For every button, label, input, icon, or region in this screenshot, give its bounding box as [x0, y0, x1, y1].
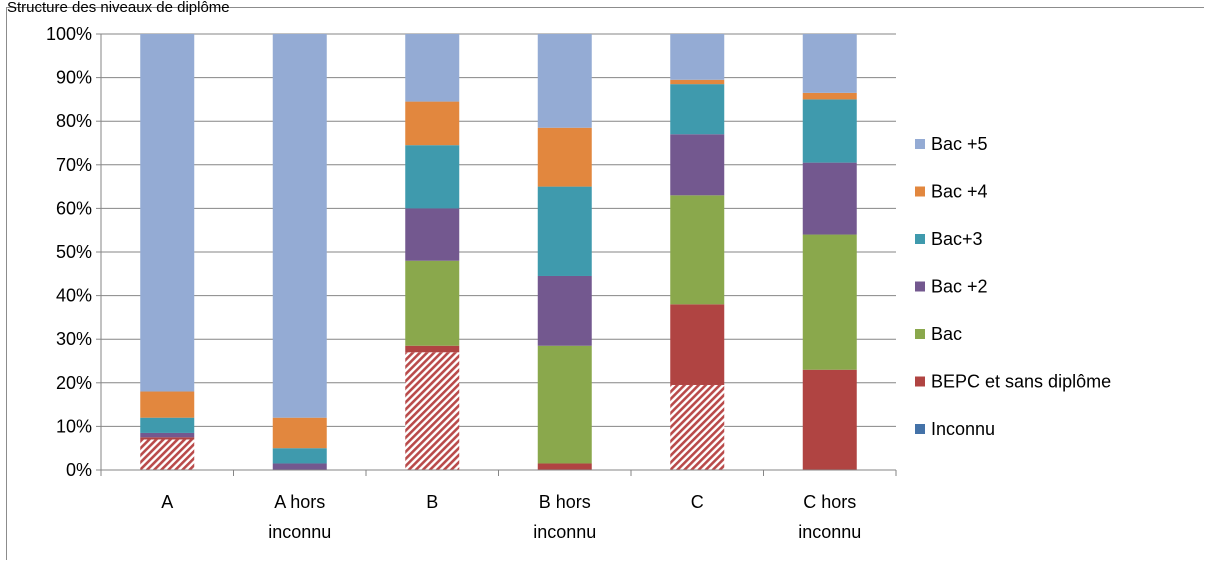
bar-segment-inconnu [140, 439, 195, 470]
bar-segment-bac-5 [802, 34, 857, 93]
y-tick-label: 100% [46, 24, 92, 44]
bar-segment-bac-3 [272, 448, 327, 464]
legend-swatch [915, 329, 925, 339]
legend-swatch [915, 234, 925, 244]
bar-segment-bac-3 [140, 417, 195, 433]
bar-segment-bac-2 [670, 134, 725, 196]
chart-header-text: Structure des niveaux de diplôme [7, 0, 230, 16]
y-tick-label: 70% [56, 155, 92, 175]
bars [140, 34, 857, 470]
bar-segment-bac [670, 195, 725, 305]
legend-label: Bac +4 [931, 182, 988, 202]
bar-segment-bac-4 [140, 391, 195, 418]
y-tick-label: 30% [56, 329, 92, 349]
legend-label: Bac+3 [931, 229, 983, 249]
y-tick-label: 80% [56, 111, 92, 131]
bar-segment-bepc-et-sans-dipl-me [405, 345, 460, 353]
bar-segment-bac-5 [537, 34, 592, 128]
x-category-label: A [161, 492, 173, 512]
x-category-label: inconnu [533, 522, 596, 542]
bar-segment-inconnu [670, 384, 725, 470]
legend-swatch [915, 281, 925, 292]
chart-frame: Structure des niveaux de diplôme [6, 0, 1204, 560]
bar-segment-bac-3 [537, 186, 592, 276]
bar-segment-bac-3 [670, 84, 725, 135]
bar-segment-bac-2 [802, 162, 857, 235]
bar-segment-bac-2 [405, 208, 460, 261]
axes: 0% 10% 20% 30% 40% 50% 60% 70% 80% 90% 100% A A hors… [46, 24, 897, 542]
bar-segment-bac-5 [405, 34, 460, 102]
x-category-label: C hors [803, 492, 856, 512]
legend-label: BEPC et sans diplôme [931, 372, 1111, 392]
bar-segment-bac-2 [272, 463, 327, 470]
y-tick-label: 50% [56, 242, 92, 262]
x-category-label: inconnu [268, 522, 331, 542]
bar-segment-inconnu [405, 352, 460, 470]
legend-label: Bac +2 [931, 277, 988, 297]
bar-segment-bac-5 [140, 34, 195, 392]
bar-segment-bac-4 [272, 417, 327, 449]
legend-label: Bac +5 [931, 134, 988, 154]
legend: Bac +5 Bac +4 Bac+3 Bac +2 Bac BEPC et sans d… [915, 134, 1111, 439]
bar-segment-bac-4 [537, 127, 592, 187]
bar-segment-bac [802, 234, 857, 370]
bar-segment-bac-5 [670, 34, 725, 80]
legend-swatch [915, 376, 925, 387]
y-tick-label: 40% [56, 286, 92, 306]
legend-swatch [915, 186, 925, 197]
bar-segment-bac-4 [802, 92, 857, 100]
x-category-label: B hors [539, 492, 591, 512]
bar-segment-bac [537, 345, 592, 464]
x-category-label: inconnu [798, 522, 861, 542]
y-tick-label: 0% [66, 460, 92, 480]
bar-segment-bepc-et-sans-dipl-me [670, 304, 725, 385]
bar-segment-bac-2 [537, 275, 592, 346]
legend-label: Bac [931, 324, 962, 344]
x-category-label: A hors [274, 492, 325, 512]
x-category-label: C [691, 492, 704, 512]
bar-segment-bac-4 [670, 79, 725, 85]
y-tick-label: 90% [56, 68, 92, 88]
bar-segment-bepc-et-sans-dipl-me [537, 463, 592, 470]
bar-segment-bac-4 [405, 101, 460, 146]
legend-swatch [915, 424, 925, 434]
bar-segment-bac-2 [140, 432, 195, 438]
legend-swatch [915, 139, 925, 149]
bar-segment-bac-5 [272, 34, 327, 418]
y-tick-label: 10% [56, 416, 92, 436]
y-tick-label: 60% [56, 198, 92, 218]
legend-label: Inconnu [931, 419, 995, 439]
y-tick-label: 20% [56, 373, 92, 393]
bar-segment-bepc-et-sans-dipl-me [140, 437, 195, 440]
gridlines [101, 33, 896, 427]
bar-segment-bac-3 [405, 145, 460, 209]
x-category-label: B [426, 492, 438, 512]
bar-segment-bac [405, 260, 460, 346]
bar-segment-bac-3 [802, 99, 857, 163]
bar-segment-bepc-et-sans-dipl-me [802, 369, 857, 470]
